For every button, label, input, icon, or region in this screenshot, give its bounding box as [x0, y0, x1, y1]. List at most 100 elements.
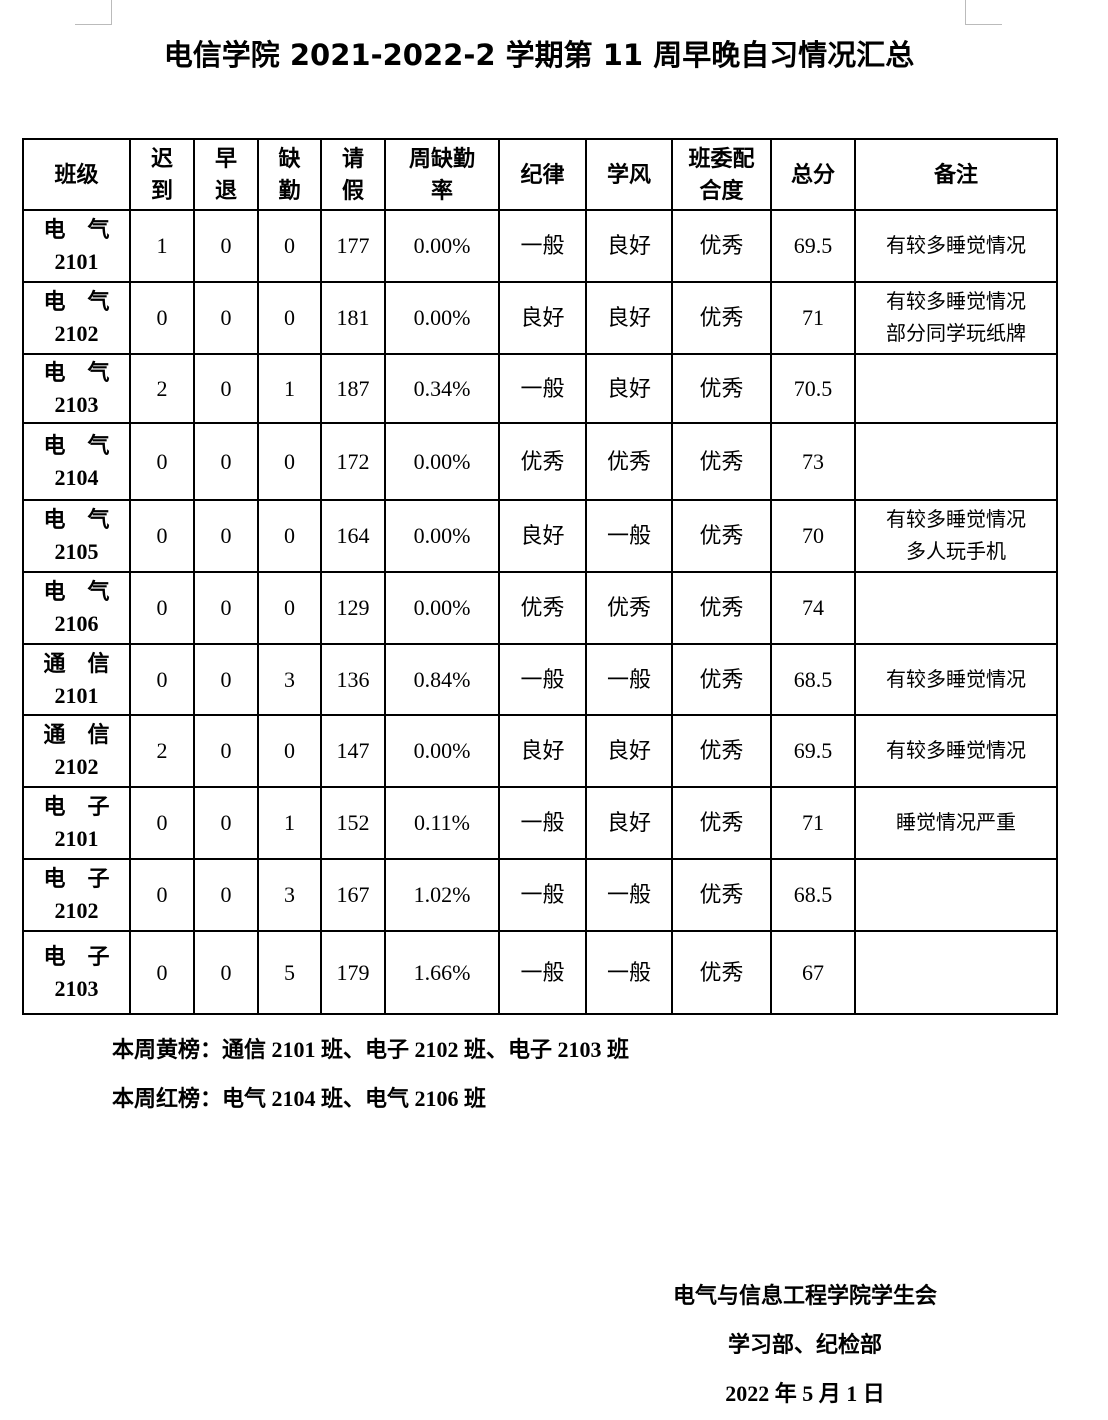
rate-cell: 1.66% — [384, 930, 500, 1015]
class-cell: 电气 2106 — [22, 571, 131, 645]
header-text: 迟 — [150, 145, 173, 171]
cooperation-cell: 优秀 — [671, 209, 772, 283]
class-number: 2101 — [54, 249, 99, 274]
class-cell: 电气 2105 — [22, 499, 131, 573]
early-cell: 0 — [193, 643, 259, 716]
late-cell: 0 — [129, 643, 195, 716]
score-cell: 67 — [770, 930, 856, 1015]
signature-dept: 学习部、纪检部 — [727, 1332, 882, 1357]
late-cell: 0 — [129, 571, 195, 645]
class-number: 2103 — [54, 391, 99, 417]
attendance-table: 班级迟到早退缺勤请假周缺勤率纪律 学风 班委配 合度 总分 备注 电气 2101 1 0 0 177… — [22, 138, 1058, 1015]
class-number: 2101 — [54, 682, 99, 708]
study-cell: 良好 — [585, 281, 673, 355]
study-cell: 一般 — [585, 930, 673, 1015]
score-cell: 68.5 — [770, 858, 856, 932]
late-cell: 1 — [129, 209, 195, 283]
notes-cell: 有较多睡觉情况 — [854, 209, 1058, 283]
note-line: 有较多睡觉情况 — [886, 740, 1026, 762]
header-text: 假 — [341, 177, 364, 203]
absent-cell: 0 — [257, 714, 322, 788]
rate-cell: 0.00% — [384, 499, 500, 573]
table-row: 电子 2102 0 0 3 167 1.02% 一般 一般 优秀 68.5 — [22, 858, 1058, 932]
table-row: 电子 2101 0 0 1 152 0.11% 一般 良好 优秀 71 睡觉情况严重 — [22, 786, 1058, 860]
header-text: 学风 — [606, 161, 651, 187]
header-text: 缺 — [278, 145, 301, 171]
study-cell: 良好 — [585, 786, 673, 860]
study-cell: 良好 — [585, 209, 673, 283]
header-text: 早 — [214, 145, 237, 171]
header-text: 到 — [150, 177, 173, 203]
class-number: 2102 — [54, 321, 99, 346]
score-cell: 68.5 — [770, 643, 856, 716]
score-cell: 74 — [770, 571, 856, 645]
discipline-cell: 一般 — [498, 930, 587, 1015]
leave-cell: 136 — [320, 643, 386, 716]
score-cell: 69.5 — [770, 714, 856, 788]
cooperation-cell: 优秀 — [671, 281, 772, 355]
note-line: 有较多睡觉情况 — [886, 668, 1026, 691]
table-row: 电气 2106 0 0 0 129 0.00% 优秀 优秀 优秀 74 — [22, 571, 1058, 645]
absent-cell: 0 — [257, 209, 322, 283]
discipline-cell: 良好 — [498, 281, 587, 355]
discipline-cell: 一般 — [498, 858, 587, 932]
column-header: 早退 — [193, 138, 259, 211]
column-header: 迟到 — [129, 138, 195, 211]
class-cell: 电子 2102 — [22, 858, 131, 932]
class-name: 通信 — [43, 650, 132, 676]
leave-cell: 187 — [320, 353, 386, 424]
header-text: 率 — [430, 177, 453, 203]
notes-cell — [854, 858, 1058, 932]
study-cell: 优秀 — [585, 422, 673, 501]
header-text: 合度 — [699, 177, 744, 203]
class-cell: 通信 2101 — [22, 643, 131, 716]
late-cell: 2 — [129, 353, 195, 424]
notes-cell: 有较多睡觉情况 部分同学玩纸牌 — [854, 281, 1058, 355]
early-cell: 0 — [193, 930, 259, 1015]
early-cell: 0 — [193, 714, 259, 788]
study-cell: 一般 — [585, 858, 673, 932]
header-text: 班委配 — [688, 145, 755, 171]
table-row: 通信 2102 2 0 0 147 0.00% 良好 良好 优秀 69.5 有较多睡觉情况 — [22, 714, 1058, 788]
class-cell: 通信 2102 — [22, 714, 131, 788]
class-number: 2102 — [54, 754, 99, 779]
document-title: 电信学院 2021-2022-2 学期第 11 周早晚自习情况汇总 — [163, 38, 915, 72]
discipline-cell: 良好 — [498, 499, 587, 573]
cooperation-cell: 优秀 — [671, 422, 772, 501]
absent-cell: 1 — [257, 786, 322, 860]
note-line: 多人玩手机 — [906, 541, 1006, 563]
notes-cell: 有较多睡觉情况 多人玩手机 — [854, 499, 1058, 573]
column-header: 周缺勤率 — [384, 138, 500, 211]
discipline-cell: 一般 — [498, 786, 587, 860]
study-cell: 良好 — [585, 353, 673, 424]
late-cell: 0 — [129, 499, 195, 573]
early-cell: 0 — [193, 786, 259, 860]
cooperation-cell: 优秀 — [671, 643, 772, 716]
header-text: 退 — [214, 177, 237, 203]
cooperation-cell: 优秀 — [671, 571, 772, 645]
discipline-cell: 一般 — [498, 643, 587, 716]
early-cell: 0 — [193, 571, 259, 645]
discipline-cell: 一般 — [498, 209, 587, 283]
class-name: 电子 — [43, 794, 132, 819]
header-text: 请 — [341, 145, 364, 171]
study-cell: 一般 — [585, 499, 673, 573]
discipline-cell: 良好 — [498, 714, 587, 788]
rate-cell: 0.00% — [384, 571, 500, 645]
rate-cell: 0.00% — [384, 714, 500, 788]
header-text: 纪律 — [520, 161, 565, 187]
header-text: 备注 — [933, 161, 978, 187]
leave-cell: 147 — [320, 714, 386, 788]
absent-cell: 5 — [257, 930, 322, 1015]
table-row: 电子 2103 0 0 5 179 1.66% 一般 一般 优秀 67 — [22, 930, 1058, 1015]
early-cell: 0 — [193, 209, 259, 283]
class-number: 2102 — [54, 898, 99, 923]
notes-cell — [854, 930, 1058, 1015]
header-text: 总分 — [790, 161, 835, 187]
early-cell: 0 — [193, 499, 259, 573]
absent-cell: 0 — [257, 422, 322, 501]
rate-cell: 1.02% — [384, 858, 500, 932]
table-row: 电气 2103 2 0 1 187 0.34% 一般 良好 优秀 70.5 — [22, 353, 1058, 424]
header-text: 勤 — [278, 177, 301, 203]
early-cell: 0 — [193, 858, 259, 932]
